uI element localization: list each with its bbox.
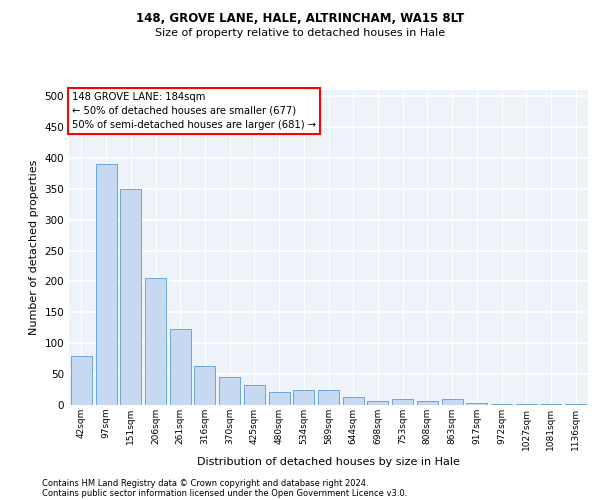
- Bar: [120, 189, 141, 405]
- Bar: [244, 385, 265, 405]
- Bar: [95, 164, 116, 405]
- Text: 148, GROVE LANE, HALE, ALTRINCHAM, WA15 8LT: 148, GROVE LANE, HALE, ALTRINCHAM, WA15 …: [136, 12, 464, 26]
- Text: Size of property relative to detached houses in Hale: Size of property relative to detached ho…: [155, 28, 445, 38]
- Bar: [442, 399, 463, 405]
- Bar: [219, 377, 240, 405]
- Text: 148 GROVE LANE: 184sqm
← 50% of detached houses are smaller (677)
50% of semi-de: 148 GROVE LANE: 184sqm ← 50% of detached…: [71, 92, 316, 130]
- Bar: [145, 278, 166, 405]
- Bar: [417, 402, 438, 405]
- Bar: [392, 400, 413, 405]
- Bar: [269, 392, 290, 405]
- Y-axis label: Number of detached properties: Number of detached properties: [29, 160, 39, 335]
- Bar: [293, 390, 314, 405]
- Text: Contains public sector information licensed under the Open Government Licence v3: Contains public sector information licen…: [42, 488, 407, 498]
- Bar: [367, 400, 388, 405]
- Bar: [318, 390, 339, 405]
- X-axis label: Distribution of detached houses by size in Hale: Distribution of detached houses by size …: [197, 457, 460, 467]
- Bar: [491, 404, 512, 405]
- Bar: [170, 329, 191, 405]
- Bar: [194, 366, 215, 405]
- Bar: [343, 397, 364, 405]
- Bar: [565, 404, 586, 405]
- Bar: [466, 403, 487, 405]
- Bar: [516, 404, 537, 405]
- Bar: [71, 356, 92, 405]
- Text: Contains HM Land Registry data © Crown copyright and database right 2024.: Contains HM Land Registry data © Crown c…: [42, 478, 368, 488]
- Bar: [541, 404, 562, 405]
